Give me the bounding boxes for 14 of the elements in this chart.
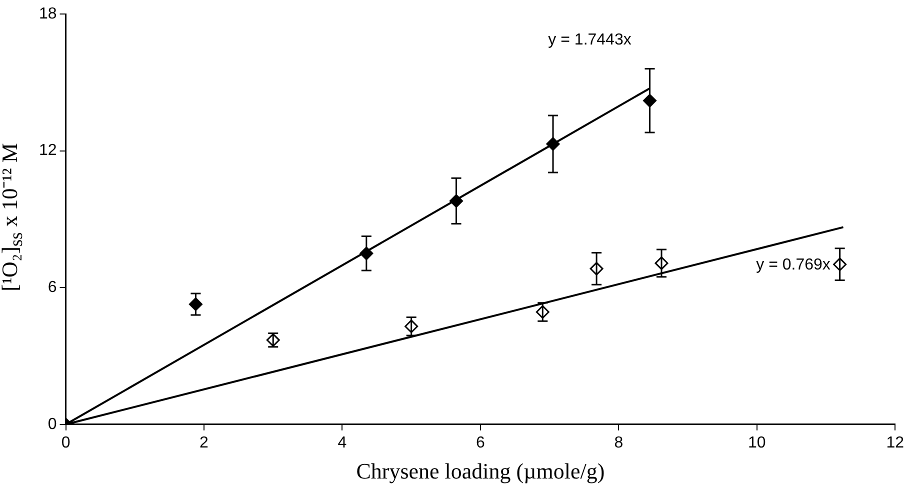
x-tick-label: 6	[476, 434, 485, 452]
x-axis-title: Chrysene loading (µmole/g)	[356, 458, 605, 484]
x-tick-label: 4	[338, 434, 347, 452]
text: y = 1.7443x	[548, 32, 632, 49]
x-tick-label: 12	[886, 434, 904, 452]
series-label: y = 0.769x	[756, 256, 830, 274]
x-tick-label: 10	[748, 434, 766, 452]
y-tick-label: 18	[39, 5, 57, 22]
x-tick-label: 0	[61, 434, 70, 452]
x-tick-label: 2	[200, 434, 209, 452]
y-tick-label: 6	[48, 279, 57, 296]
y-tick-label: 0	[48, 416, 57, 433]
y-tick-label: 12	[39, 142, 57, 160]
x-tick-label: 8	[614, 434, 624, 452]
